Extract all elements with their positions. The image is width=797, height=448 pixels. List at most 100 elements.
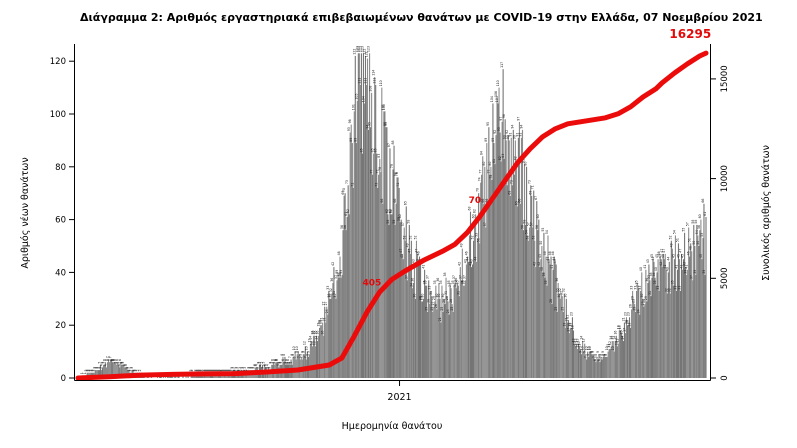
bar-value-label: 85: [359, 148, 363, 152]
bar-value-label: 91: [515, 133, 519, 137]
bar-value-label: 66: [701, 199, 705, 203]
bar: [311, 346, 314, 378]
bar-value-label: 69: [529, 191, 533, 195]
bar: [567, 319, 569, 378]
bar: [325, 322, 327, 378]
bar: [434, 301, 436, 378]
bar: [390, 214, 392, 378]
bar: [532, 227, 534, 378]
bar-value-label: 36: [555, 278, 559, 282]
bar-value-label: 20: [625, 320, 629, 324]
bar: [452, 312, 454, 378]
bar: [500, 161, 502, 378]
bar: [642, 298, 644, 378]
bar: [368, 129, 370, 378]
bar: [425, 285, 427, 378]
y-right-tick-label: 15000: [720, 65, 730, 92]
bar: [669, 293, 671, 378]
bar-value-label: 5: [289, 362, 293, 364]
bar-value-label: 10: [304, 346, 308, 350]
bar-value-label: 104: [490, 96, 494, 102]
bar-value-label: 58: [691, 220, 695, 224]
bar: [389, 148, 391, 378]
bar-value-label: 19: [568, 323, 572, 327]
bar-value-label: 6: [597, 359, 601, 361]
bar-value-label: 5: [270, 362, 274, 364]
bar-value-label: 21: [438, 317, 442, 321]
bar-value-label: 42: [331, 262, 335, 266]
bar-value-label: 77: [376, 169, 380, 173]
bar-value-label: 33: [428, 286, 432, 290]
bar: [492, 103, 494, 378]
bar: [571, 317, 573, 378]
bar-value-label: 8: [604, 354, 608, 356]
bar: [597, 359, 599, 378]
bar: [427, 312, 429, 378]
bar: [599, 362, 601, 378]
bar: [601, 359, 603, 378]
bar: [639, 314, 641, 378]
bar-value-label: 35: [544, 280, 548, 284]
bar: [659, 256, 661, 378]
bar-value-label: 39: [702, 270, 706, 274]
bar: [582, 341, 584, 378]
bar: [475, 214, 477, 378]
bar-value-label: 8: [291, 354, 295, 356]
bar-value-label: 18: [616, 325, 620, 329]
chart-title: Διάγραμμα 2: Αριθμός εργαστηριακά επιβεβ…: [80, 11, 763, 24]
bar-value-label: 36: [330, 278, 334, 282]
bar: [482, 156, 484, 378]
bar-value-label: 33: [656, 286, 660, 290]
bar: [535, 267, 537, 378]
bar-value-label: 22: [565, 315, 569, 319]
bar-value-label: 2: [239, 369, 243, 371]
bar-value-label: 32: [329, 288, 333, 292]
bar: [483, 203, 485, 378]
bar-value-label: 48: [689, 246, 693, 250]
bar-value-label: 3: [255, 367, 259, 369]
bar-value-label: 18: [571, 325, 575, 329]
bar-value-label: 5: [260, 362, 264, 364]
bar: [566, 322, 568, 378]
bar: [388, 224, 390, 378]
bar: [611, 341, 613, 378]
bar-value-label: 8: [598, 354, 602, 356]
bar: [362, 53, 364, 378]
bar-value-label: 5: [262, 362, 266, 364]
bar-value-label: 41: [685, 265, 689, 269]
bar-value-label: 4: [104, 364, 108, 366]
bar: [540, 259, 542, 378]
bar-value-label: 7: [297, 356, 301, 358]
bar-value-label: 117: [500, 62, 504, 68]
bar-value-label: 3: [235, 367, 239, 369]
bar-value-label: 9: [306, 351, 310, 353]
bar: [345, 230, 347, 378]
bar-value-label: 27: [324, 301, 328, 305]
bar-value-label: 3: [94, 367, 98, 369]
bar: [600, 356, 602, 378]
bar: [124, 367, 126, 378]
bar-value-label: 94: [366, 125, 370, 129]
bar-value-label: 46: [464, 251, 468, 255]
bar-value-label: 95: [486, 122, 490, 126]
bar: [676, 269, 678, 378]
bar-value-label: 9: [591, 351, 595, 353]
bar: [598, 354, 600, 378]
bar: [617, 343, 619, 378]
bar: [102, 364, 105, 378]
bar-value-label: 9: [601, 351, 605, 353]
bar-value-label: 30: [421, 294, 425, 298]
bar-value-label: 36: [454, 278, 458, 282]
bar-value-label: 8: [305, 354, 309, 356]
bar-value-label: 47: [399, 249, 403, 253]
bar: [437, 298, 439, 378]
bar-value-label: 58: [386, 220, 390, 224]
bar-value-label: 36: [436, 278, 440, 282]
bar-value-label: 56: [343, 225, 347, 229]
bar-value-label: 3: [268, 367, 272, 369]
bar-value-label: 45: [650, 254, 654, 258]
bar-value-label: 36: [645, 278, 649, 282]
bar: [125, 367, 127, 378]
bar: [625, 317, 628, 378]
